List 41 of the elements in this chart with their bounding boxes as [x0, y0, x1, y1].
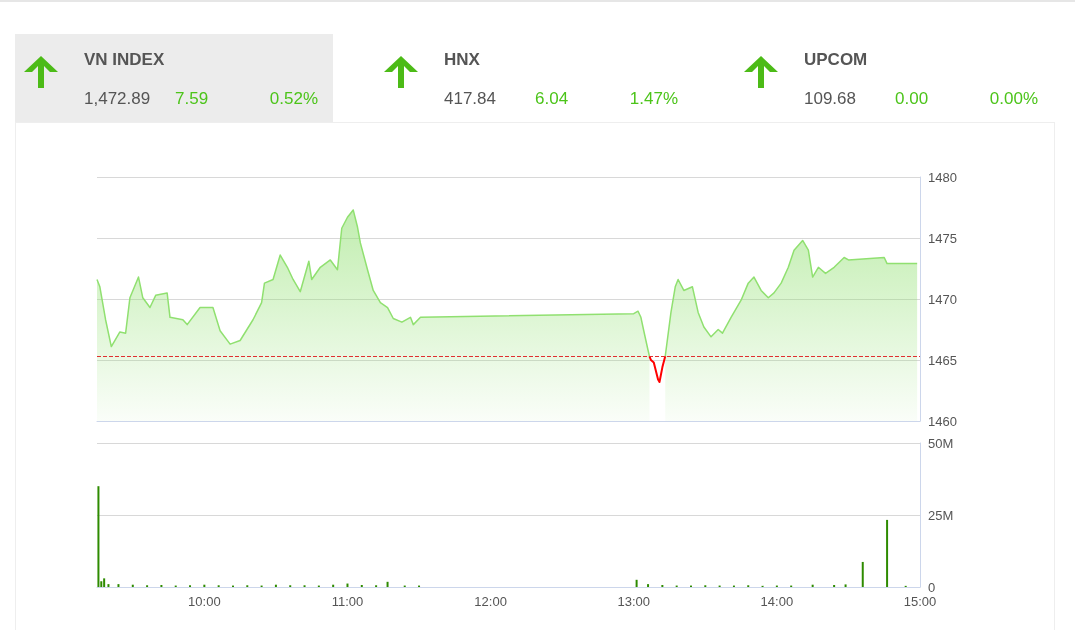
bar	[661, 584, 664, 587]
y-tick-label: 50M	[928, 435, 954, 451]
bar	[861, 561, 864, 587]
bar	[833, 584, 836, 587]
y-tick-label: 25M	[928, 507, 954, 523]
y-tick-label: 1480	[928, 169, 957, 185]
bar	[107, 584, 110, 587]
text: 0.00	[895, 89, 929, 109]
text: HNX	[444, 50, 480, 70]
bar	[97, 486, 100, 587]
text: VN INDEX	[84, 50, 165, 70]
bar	[160, 584, 163, 587]
x-tick-label: 14:00	[760, 594, 794, 609]
x-tick-label: 13:00	[617, 594, 651, 609]
bar	[844, 584, 847, 587]
x-tick-label: 10:00	[188, 594, 221, 609]
bar	[103, 578, 106, 587]
text: 0.52%	[269, 89, 318, 109]
text: 7.59	[175, 89, 209, 109]
y-tick-label: 1460	[928, 413, 957, 429]
text: 1,472.89	[84, 89, 151, 109]
bar	[635, 579, 638, 587]
text: UPCOM	[804, 50, 868, 70]
y-tick-label: 0	[928, 579, 936, 595]
text: 6.04	[535, 89, 569, 109]
bar	[360, 584, 363, 587]
x-tick-label: 15:00	[903, 594, 937, 609]
y-tick-label: 1475	[928, 230, 957, 246]
text: 109.68	[804, 89, 856, 109]
text: 417.84	[444, 89, 496, 109]
bar	[117, 584, 120, 587]
text: 0.00%	[989, 89, 1038, 109]
x-tick-label: 11:00	[331, 594, 364, 609]
y-tick-label: 1465	[928, 352, 957, 368]
bar	[647, 584, 650, 587]
y-tick-label: 1470	[928, 291, 957, 307]
text: 1.47%	[629, 89, 678, 109]
line-series	[648, 355, 667, 383]
bar	[886, 519, 889, 587]
x-tick-label: 12:00	[474, 594, 507, 609]
bar	[386, 581, 389, 587]
